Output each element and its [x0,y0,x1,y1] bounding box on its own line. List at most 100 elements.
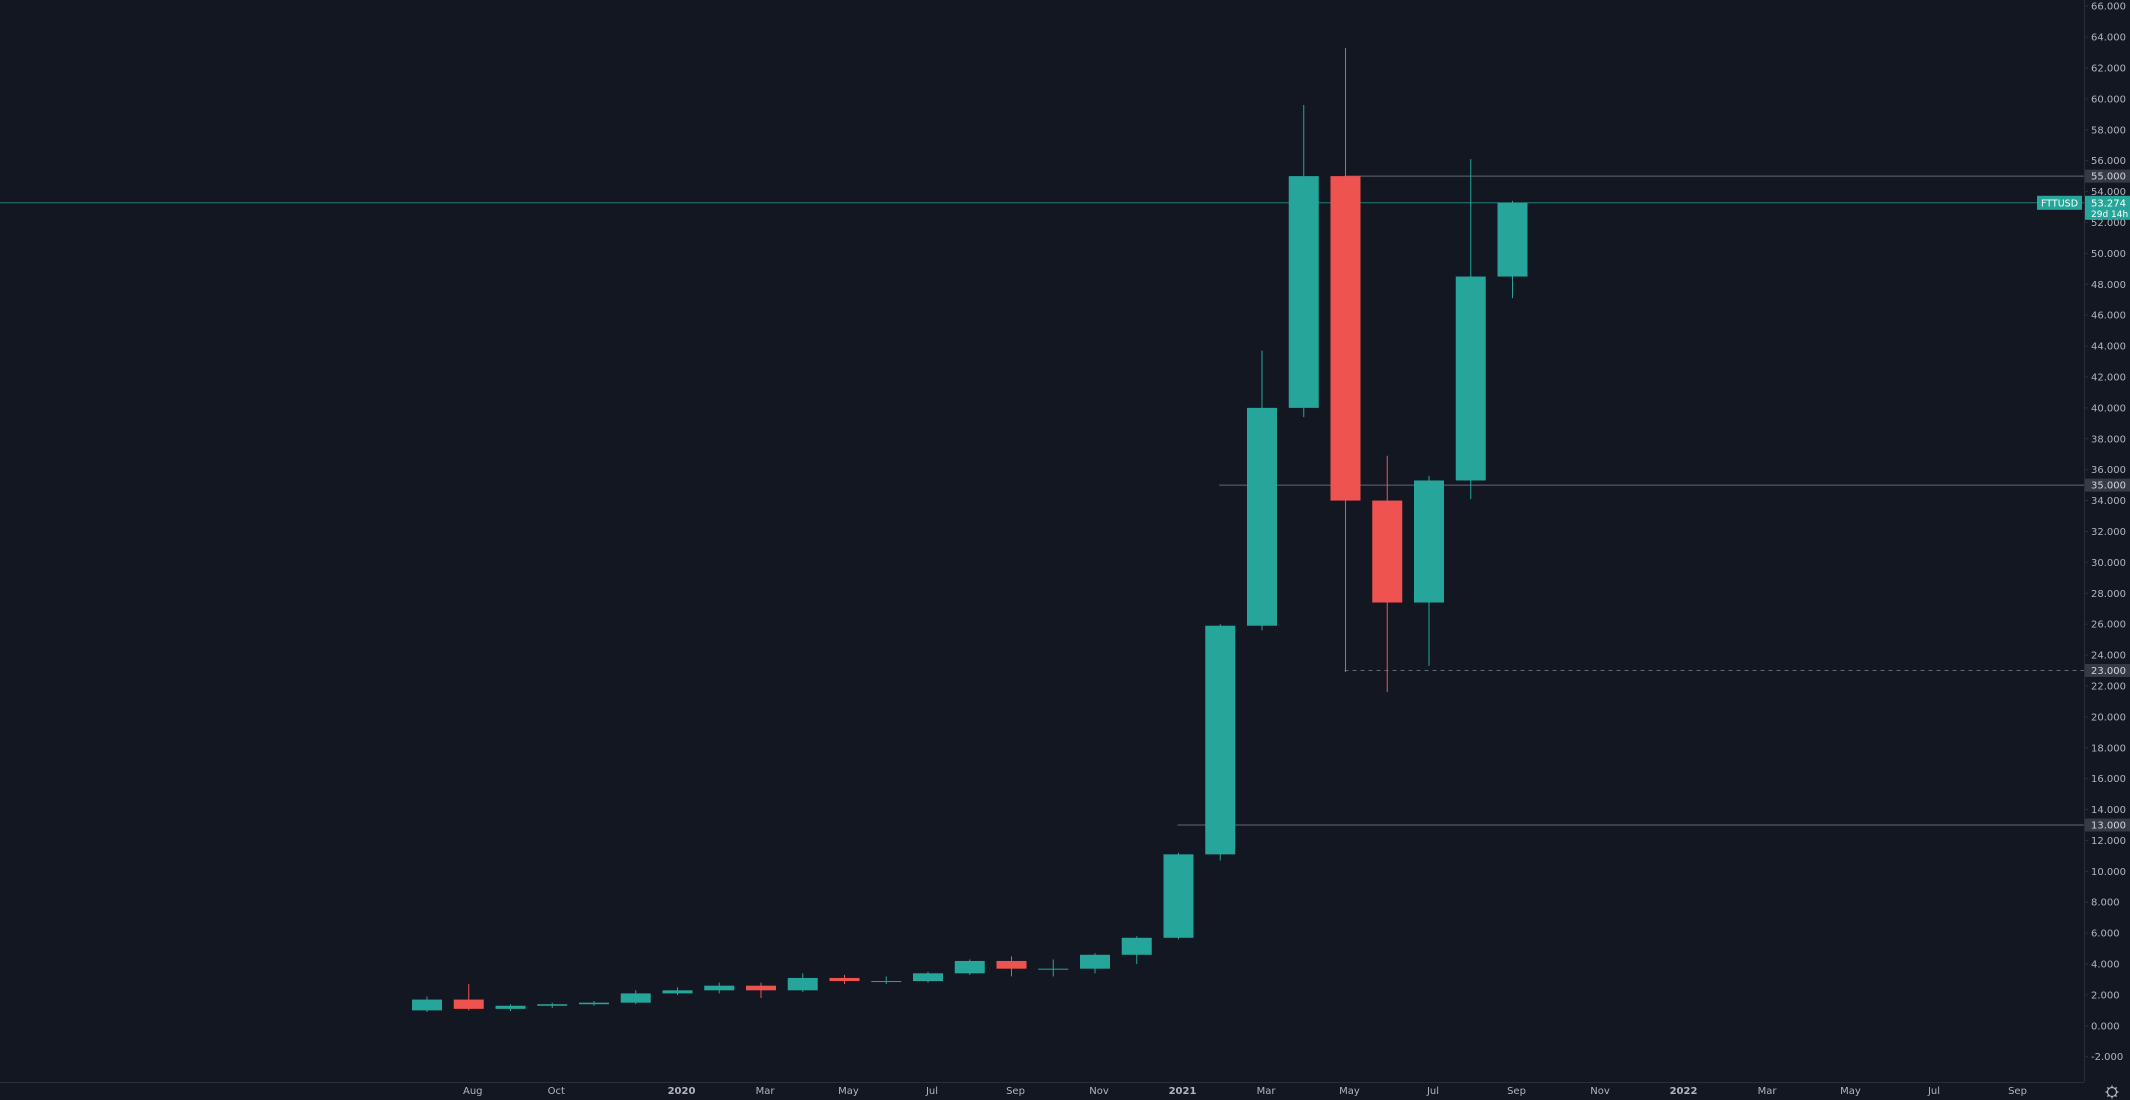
candle-body [412,999,442,1011]
candle-body [1414,480,1444,603]
candle-body [829,977,860,982]
price-tick-label: 26.000 [2091,620,2126,631]
level-label-bg [2085,478,2130,492]
price-tick-label: 48.000 [2091,280,2126,291]
price-tick-label: 8.000 [2091,898,2120,909]
candle-body [662,990,693,994]
price-tick-label: 2.000 [2091,990,2120,1001]
candle-5 [620,990,651,1005]
horizontal-lines [0,175,2084,826]
time-axis-background [0,1082,2130,1100]
candle-body [996,960,1027,969]
level-label-bg [2085,664,2130,678]
level-label-35: 35.000 [2091,481,2126,492]
candle-23 [1372,455,1403,693]
candle-body [1163,854,1194,938]
current-price-label: 53.274 [2091,198,2126,209]
level-label-55: 55.000 [2091,172,2126,183]
candle-body [1247,407,1277,626]
symbol-label: FTTUSD [2041,198,2078,209]
current-price-label-bg [2085,195,2130,220]
candle-body [1288,176,1319,408]
time-tick-label: May [1840,1086,1861,1097]
candle-body [871,981,902,983]
price-tick-label: 18.000 [2091,743,2126,754]
candle-body [620,993,651,1003]
candle-16 [1080,953,1110,974]
candle-15 [1038,959,1069,977]
candle-3 [537,1002,568,1009]
candle-body [704,985,735,991]
time-tick-label: 2022 [1670,1086,1698,1097]
price-tick-label: 16.000 [2091,774,2126,785]
level-label-bg [2085,169,2130,183]
candle-body [579,1002,609,1005]
candle-13 [954,959,985,975]
time-tick-label: Nov [1590,1086,1610,1097]
candle-2 [495,1004,526,1012]
candle-body [537,1004,568,1006]
price-tick-label: 34.000 [2091,496,2126,507]
candle-8 [746,982,776,999]
candle-body [1121,937,1152,955]
price-tick-label: 6.000 [2091,929,2120,940]
price-tick-label: 52.000 [2091,218,2126,229]
candle-body [1372,500,1403,603]
candle-body [1497,202,1528,277]
candle-body [1080,954,1110,969]
time-tick-label: 2020 [668,1086,696,1097]
time-tick-label: Mar [1758,1086,1778,1097]
time-tick-label: Jul [925,1086,938,1097]
time-tick-label: Sep [1006,1086,1025,1097]
candle-10 [829,974,860,985]
candle-19 [1205,624,1236,861]
price-tick-label: 46.000 [2091,311,2126,322]
time-tick-label: Sep [2008,1086,2027,1097]
candles [412,47,1528,1012]
price-tick-label: 30.000 [2091,558,2126,569]
level-label-bg [2085,818,2130,832]
time-tick-label: Jul [1927,1086,1940,1097]
time-tick-label: Oct [548,1086,565,1097]
candle-26 [1497,200,1528,299]
candle-body [1455,276,1486,481]
level-label-13: 13.000 [2091,821,2126,832]
time-tick-label: Sep [1507,1086,1526,1097]
price-tick-label: 66.000 [2091,2,2126,13]
candle-body [1330,176,1361,501]
price-axis[interactable]: 66.000 64.000 62.000 60.000 58.000 56.000 54.0… [2084,0,2130,1100]
candle-6 [662,987,693,995]
candle-body [913,973,943,982]
price-tick-label: 62.000 [2091,63,2126,74]
price-tick-label: 22.000 [2091,681,2126,692]
candle-body [495,1005,526,1009]
price-tick-label: 36.000 [2091,465,2126,476]
level-label-23: 23.000 [2091,666,2126,677]
time-tick-label: 2021 [1169,1086,1197,1097]
time-axis[interactable]: Aug Oct 2020 Mar May Jul Sep Nov 2021 Mar May Jul Se… [0,1082,2130,1100]
price-tick-label: 28.000 [2091,589,2126,600]
candle-7 [704,982,735,994]
price-tick-label: 64.000 [2091,33,2126,44]
price-tick-label: -2.000 [2091,1052,2123,1063]
price-tick-label: 12.000 [2091,836,2126,847]
price-tick-label: 40.000 [2091,403,2126,414]
price-tick-label: 4.000 [2091,960,2120,971]
price-tick-label: 32.000 [2091,527,2126,538]
symbol-label-bg [2037,195,2082,210]
candle-17 [1121,936,1152,965]
time-tick-label: Mar [1257,1086,1277,1097]
time-tick-label: Nov [1089,1086,1109,1097]
price-labels: 55.000 35.000 23.000 13.000 FTTUSD 53.27429d … [2037,169,2130,832]
settings-gear-icon[interactable] [2105,1085,2119,1099]
gear-tooth [2114,1086,2118,1090]
price-tick-label: 10.000 [2091,867,2126,878]
price-tick-label: 42.000 [2091,372,2126,383]
candle-9 [787,973,818,992]
time-tick-label: Mar [756,1086,776,1097]
candle-1 [453,984,484,1011]
price-tick-label: 0.000 [2091,1021,2120,1032]
